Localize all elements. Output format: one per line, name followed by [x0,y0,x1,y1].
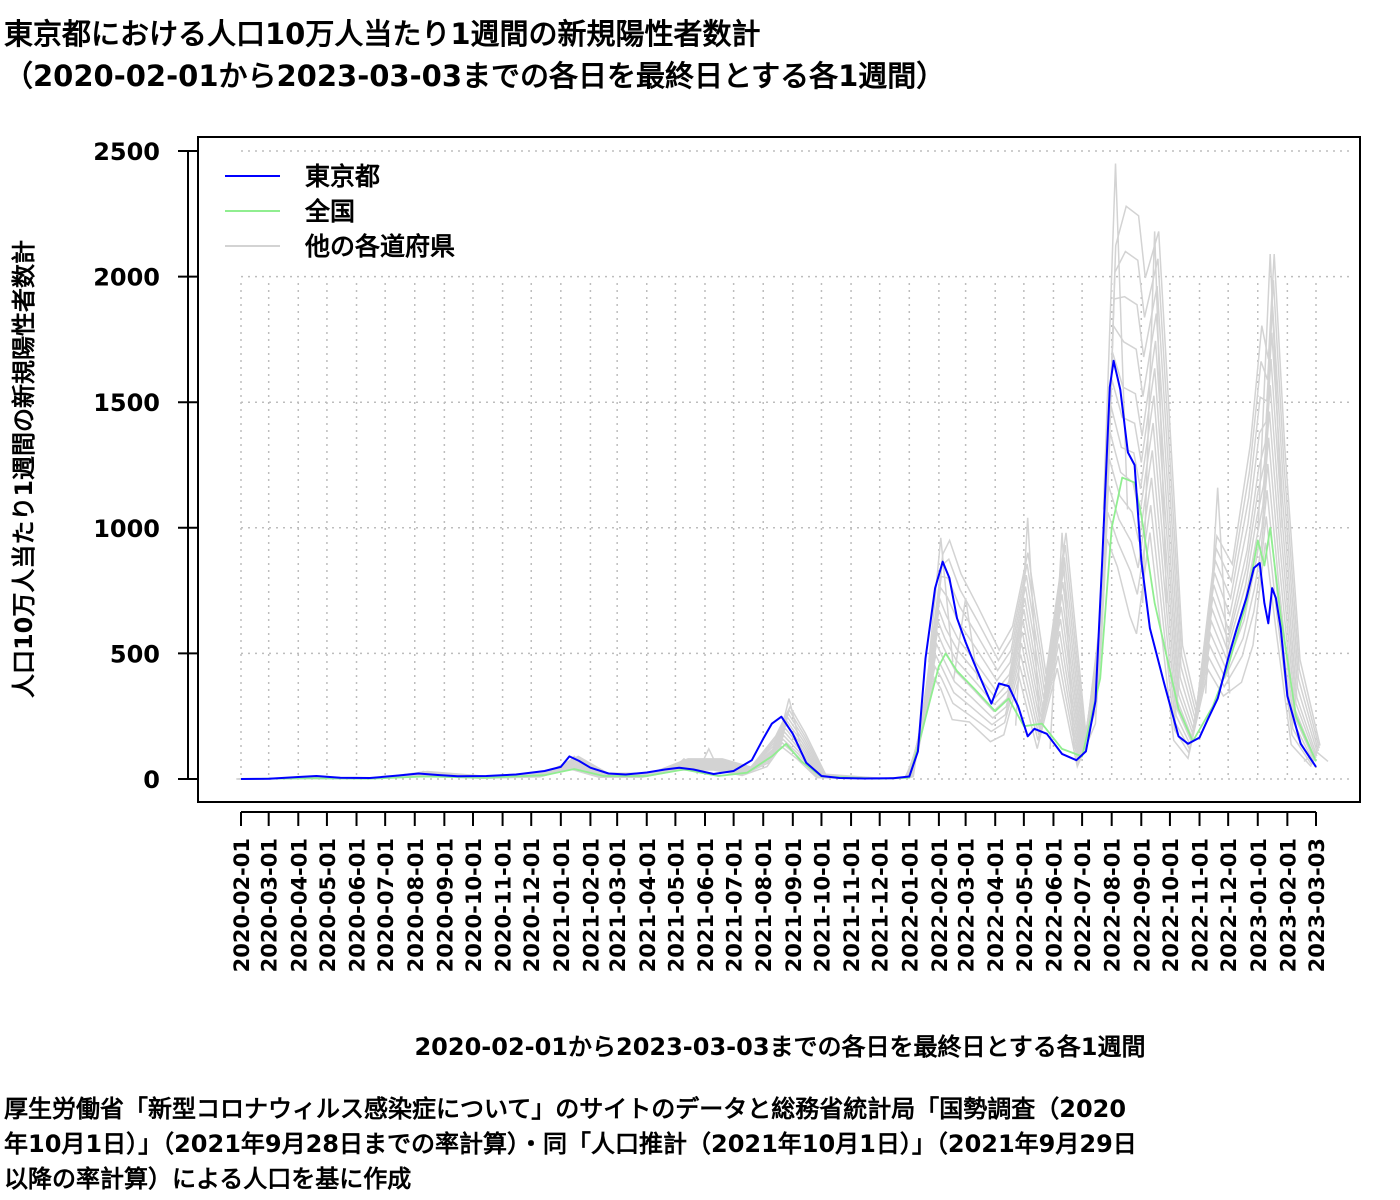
x-tick-label: 2022-09-01 [1130,838,1154,972]
x-tick-label: 2021-06-01 [694,838,718,972]
other-prefecture-line [239,422,1316,780]
x-tick-label: 2020-10-01 [462,838,486,972]
x-tick-label: 2022-03-01 [955,838,979,972]
x-tick-label: 2021-01-01 [550,838,574,972]
x-tick-label: 2022-08-01 [1101,838,1125,972]
other-prefecture-peak [561,755,587,770]
source-line-2: 年10月1日）」（2021年9月28日までの率計算）・同「人口推計（2021年1… [4,1130,1137,1158]
y-tick-label: 1000 [93,515,160,543]
chart-title-line2: （2020-02-01から2023-03-03までの各日を最終日とする各1週間） [4,59,946,93]
x-tick-label: 2022-02-01 [928,838,952,972]
x-tick-label: 2020-02-01 [230,838,254,972]
y-axis-label: 人口10万人当たり1週間の新規陽性者数計 [10,240,38,698]
x-tick-label: 2021-07-01 [723,838,747,972]
other-prefecture-peak [1102,163,1129,510]
other-prefecture-peak [696,747,722,775]
y-tick-label: 1500 [93,389,160,417]
y-tick-label: 2500 [93,138,160,166]
other-prefecture-peak [1257,253,1283,528]
plot-frame [197,136,1361,803]
tokyo-line [240,359,1317,780]
x-tick-label: 2022-10-01 [1159,838,1183,972]
x-tick-label: 2021-08-01 [752,838,776,972]
y-tick-label: 500 [110,640,160,668]
other-prefecture-line [241,340,1318,780]
x-tick-label: 2023-01-01 [1247,838,1271,972]
x-tick-label: 2022-05-01 [1013,838,1037,972]
x-tick-label: 2021-12-01 [869,838,893,972]
x-tick-label: 2022-11-01 [1189,838,1213,972]
x-tick-label: 2021-03-01 [606,838,630,972]
series-lines [240,359,1317,780]
x-tick-label: 2020-06-01 [346,838,370,972]
x-tick-label: 2020-05-01 [316,838,340,972]
legend-label: 他の各道府県 [304,232,455,261]
x-tick-label: 2023-02-01 [1276,838,1300,972]
other-prefecture-line [237,477,1314,780]
other-prefecture-line [240,395,1316,780]
source-note: 厚生労働省「新型コロナウィルス感染症について」のサイトのデータと総務省統計局「国… [4,1092,1396,1197]
x-tick-label: 2022-12-01 [1217,838,1241,972]
x-tick-label: 2020-11-01 [492,838,516,972]
x-tick-label: 2020-08-01 [404,838,428,972]
other-prefecture-line [238,450,1315,780]
y-tick-label: 2000 [93,264,160,292]
source-line-1: 厚生労働省「新型コロナウィルス感染症について」のサイトのデータと総務省統計局「国… [4,1095,1127,1123]
legend-label: 全国 [304,197,355,226]
x-axis: 2020-02-01 2020-03-01 2020-04-01 2020-05-01… [230,811,1329,972]
y-axis: 0 500 1000 1500 2000 2500 [93,138,198,794]
x-tick-label: 2022-07-01 [1071,838,1095,972]
x-tick-label: 2022-06-01 [1042,838,1066,972]
other-prefecture-peak [1014,517,1041,726]
chart-title-line1: 東京都における人口10万人当たり1週間の新規陽性者数計 [4,17,761,51]
x-tick-label: 2023-03-03 [1305,838,1329,972]
x-tick-label: 2021-09-01 [782,838,806,972]
x-axis-label: 2020-02-01から2023-03-03までの各日を最終日とする各1週間 [414,1033,1146,1061]
x-tick-label: 2022-04-01 [984,838,1008,972]
x-tick-label: 2022-01-01 [898,838,922,972]
other-prefecture-peak [1141,231,1168,604]
x-tick-label: 2021-10-01 [810,838,834,972]
other-prefecture-peak [952,598,979,680]
other-prefecture-peak [671,757,697,771]
x-tick-label: 2020-12-01 [520,838,544,972]
x-tick-label: 2020-03-01 [258,838,282,972]
other-prefecture-peak [1049,532,1075,749]
other-prefecture-peak [928,537,954,663]
y-tick-label: 0 [143,766,160,794]
legend-label: 東京都 [305,162,380,191]
x-tick-label: 2020-09-01 [433,838,457,972]
x-tick-label: 2020-07-01 [374,838,398,972]
other-prefecture-peak [1204,487,1231,694]
x-tick-label: 2021-02-01 [579,838,603,972]
x-tick-label: 2021-11-01 [840,838,864,972]
x-tick-label: 2020-04-01 [287,838,311,972]
x-tick-label: 2021-04-01 [636,838,660,972]
source-line-3: 以降の率計算）による人口を基に作成 [4,1165,412,1193]
other-prefecture-peak [776,698,802,748]
other-prefecture-peak [1303,750,1329,762]
x-tick-label: 2021-05-01 [664,838,688,972]
